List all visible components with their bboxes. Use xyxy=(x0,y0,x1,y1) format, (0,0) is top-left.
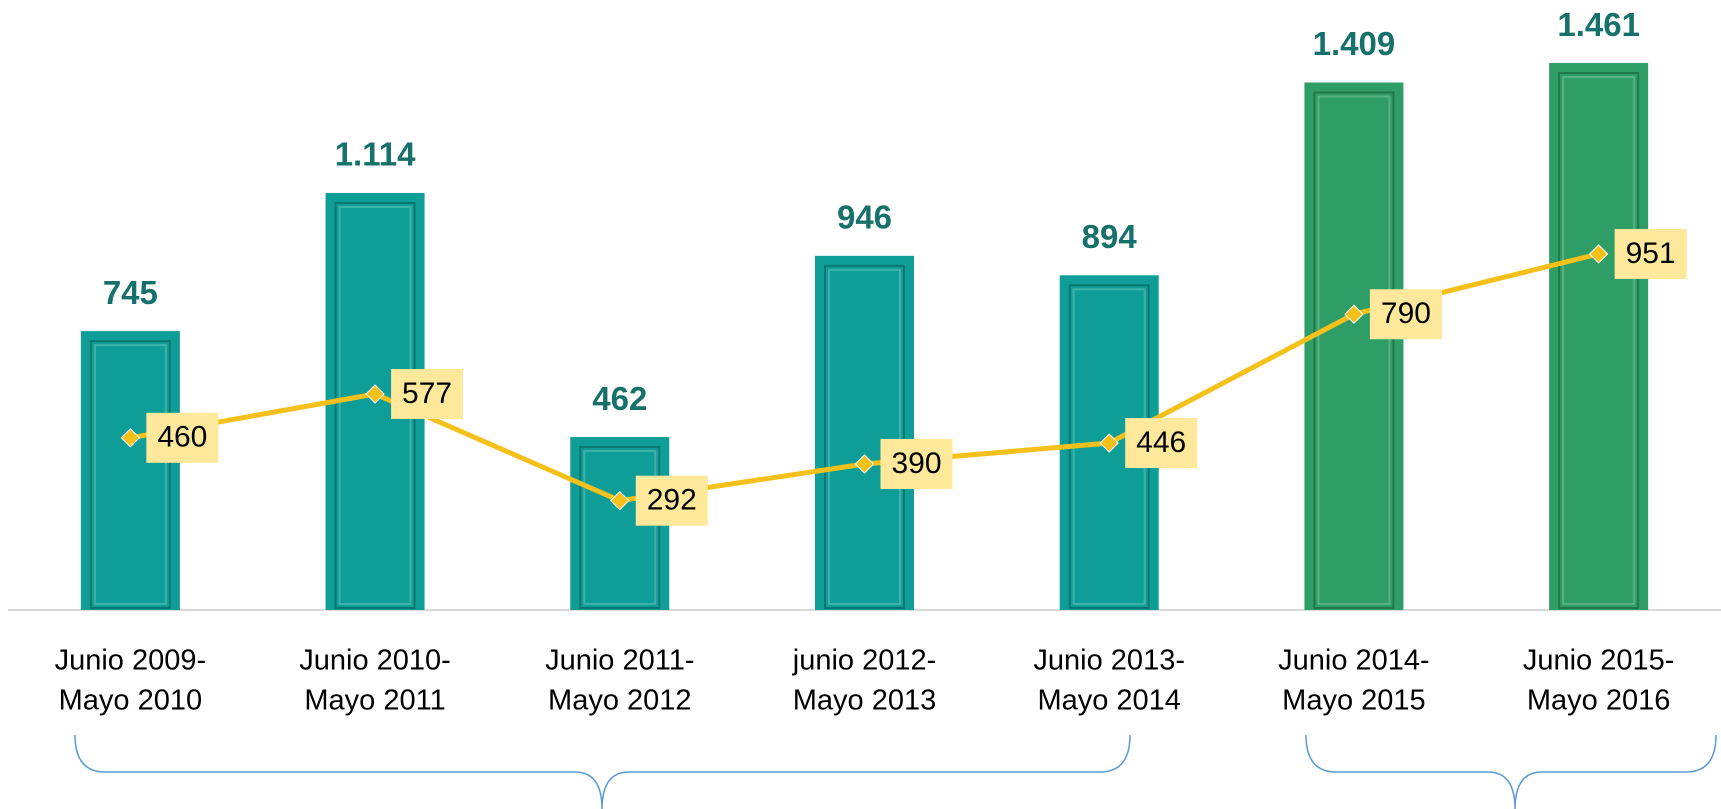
bar xyxy=(815,255,914,610)
data-label: 577 xyxy=(402,377,452,410)
data-label: 462 xyxy=(592,380,647,417)
data-label: 1.409 xyxy=(1313,25,1396,62)
bracket xyxy=(74,734,1131,809)
data-label-box xyxy=(1614,228,1687,279)
data-label: 1.114 xyxy=(335,136,416,173)
bar-bevel xyxy=(89,340,171,609)
data-label: 790 xyxy=(1381,297,1431,330)
data-label-box xyxy=(1369,289,1442,340)
x-tick-label: Junio 2015- xyxy=(1523,645,1675,677)
marker xyxy=(1099,433,1119,453)
data-label: 951 xyxy=(1626,237,1676,270)
bar xyxy=(80,331,180,610)
x-tick-label: Junio 2013- xyxy=(1033,645,1185,677)
data-label: 390 xyxy=(891,447,941,480)
marker xyxy=(365,384,385,404)
data-label: 894 xyxy=(1082,218,1138,255)
x-tick-label: Mayo 2010 xyxy=(59,685,203,717)
marker xyxy=(610,490,630,511)
x-tick-label: Junio 2014- xyxy=(1278,645,1430,677)
data-label-box xyxy=(1125,418,1198,469)
bar-bevel xyxy=(583,450,657,605)
bar xyxy=(1304,82,1404,611)
bar-bevel xyxy=(1558,72,1640,609)
x-tick-label: Mayo 2013 xyxy=(793,685,937,717)
marker xyxy=(120,428,141,448)
x-tick-label: Mayo 2014 xyxy=(1037,685,1181,717)
marker xyxy=(854,454,875,474)
data-label: 1.461 xyxy=(1557,6,1640,43)
bar-bevel xyxy=(828,268,901,605)
data-label: 946 xyxy=(837,199,892,236)
bar-bevel xyxy=(93,344,167,605)
data-label-box xyxy=(146,412,219,463)
x-tick-label: Junio 2009- xyxy=(55,645,207,677)
data-label-box xyxy=(391,368,464,419)
x-tick-label: Mayo 2016 xyxy=(1527,685,1671,717)
bar-bevel xyxy=(824,264,905,609)
data-label: 446 xyxy=(1136,426,1186,459)
data-label-box xyxy=(635,475,708,526)
bar xyxy=(1549,63,1649,610)
marker xyxy=(1344,304,1364,324)
bar-bevel xyxy=(1562,76,1636,605)
data-label-box xyxy=(880,438,953,489)
data-label: 745 xyxy=(103,274,158,311)
bar-bevel xyxy=(1317,95,1391,606)
x-tick-label: Junio 2010- xyxy=(299,645,451,677)
x-tick-label: Mayo 2015 xyxy=(1282,685,1426,717)
bracket xyxy=(1305,734,1717,809)
data-label: 292 xyxy=(647,484,697,517)
bar-bevel xyxy=(1313,91,1395,610)
marker xyxy=(1588,244,1609,264)
bar-bevel xyxy=(579,446,661,609)
data-label: 460 xyxy=(157,421,207,454)
x-tick-label: Junio 2011- xyxy=(545,645,694,677)
x-tick-label: Mayo 2011 xyxy=(304,685,445,717)
x-tick-label: junio 2012- xyxy=(792,645,937,677)
x-tick-label: Mayo 2012 xyxy=(548,685,692,717)
